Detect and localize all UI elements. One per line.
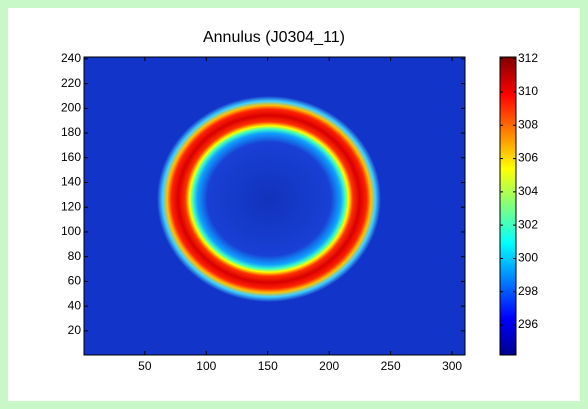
page: {"chart_data": {"type": "heatmap", "titl… <box>0 0 588 409</box>
colorbar <box>500 57 516 355</box>
colorbar-tick-label: 302 <box>518 217 538 231</box>
y-tick-label: 220 <box>61 76 81 90</box>
y-tick-label: 20 <box>68 323 82 337</box>
y-tick-label: 100 <box>61 224 81 238</box>
x-tick-label: 200 <box>319 359 339 373</box>
colorbar-tick-label: 310 <box>518 84 538 98</box>
y-tick-label: 200 <box>61 100 81 114</box>
x-tick-label: 250 <box>381 359 401 373</box>
y-tick-label: 120 <box>61 199 81 213</box>
x-tick-label: 100 <box>196 359 216 373</box>
x-tick-label: 150 <box>258 359 278 373</box>
colorbar-tick-label: 304 <box>518 184 538 198</box>
colorbar-tick-label: 312 <box>518 51 538 65</box>
y-tick-label: 140 <box>61 175 81 189</box>
colorbar-tick-label: 300 <box>518 251 538 265</box>
x-tick-label: 300 <box>442 359 462 373</box>
colorbar-tick-label: 298 <box>518 284 538 298</box>
x-tick-label: 50 <box>138 359 152 373</box>
y-tick-label: 60 <box>68 274 82 288</box>
y-tick-label: 180 <box>61 125 81 139</box>
colorbar-tick-label: 308 <box>518 117 538 131</box>
y-tick-label: 160 <box>61 150 81 164</box>
y-tick-label: 240 <box>61 51 81 65</box>
chart: Annulus (J0304_11) 50 100 150 200 250 300 20 40… <box>0 0 588 409</box>
y-tick-label: 80 <box>68 249 82 263</box>
annulus <box>157 96 381 302</box>
y-tick-label: 40 <box>68 298 82 312</box>
chart-title: Annulus (J0304_11) <box>203 29 345 46</box>
colorbar-tick-label: 296 <box>518 317 538 331</box>
colorbar-tick-label: 306 <box>518 151 538 165</box>
